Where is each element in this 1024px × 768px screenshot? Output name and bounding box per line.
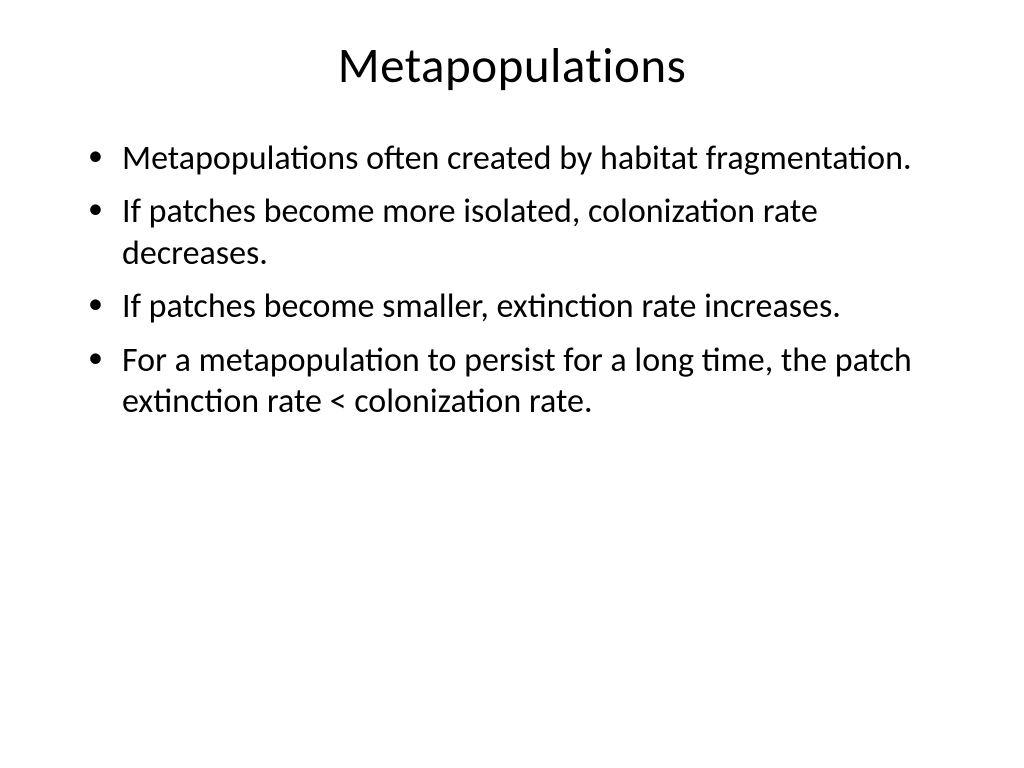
slide-title: Metapopulations (70, 36, 954, 96)
bullet-list: Metapopulations often created by habitat… (70, 138, 954, 423)
bullet-item: If patches become smaller, extinction ra… (88, 286, 954, 327)
bullet-item: Metapopulations often created by habitat… (88, 138, 954, 179)
bullet-item: For a metapopulation to persist for a lo… (88, 340, 954, 423)
bullet-item: If patches become more isolated, coloniz… (88, 191, 954, 274)
slide-container: Metapopulations Metapopulations often cr… (0, 0, 1024, 768)
